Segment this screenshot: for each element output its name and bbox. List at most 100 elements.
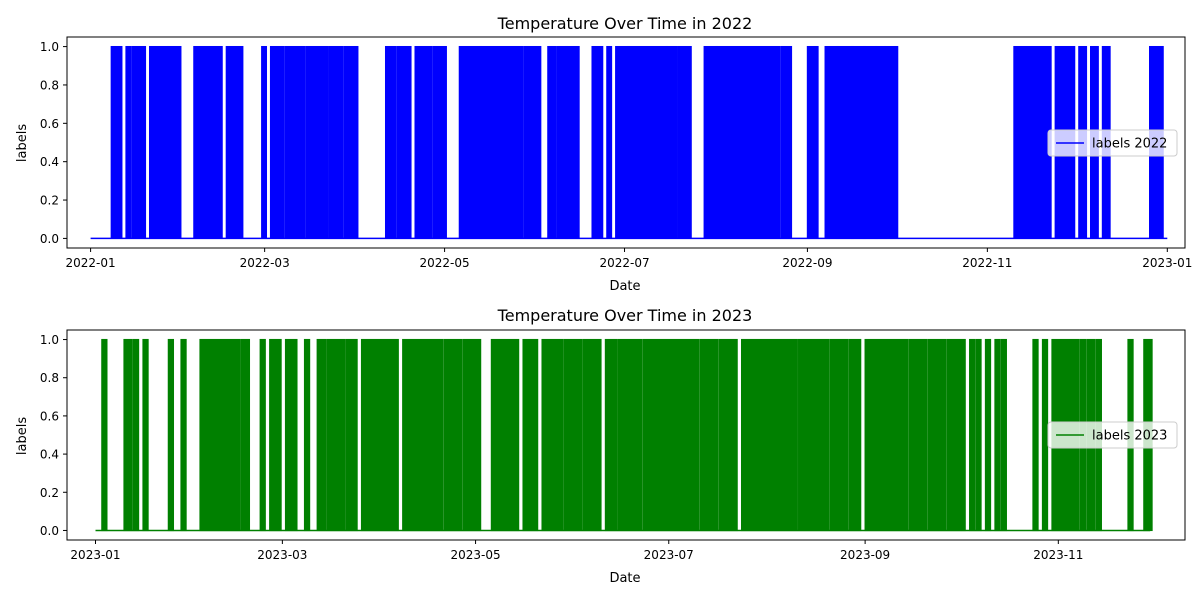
series-interval [284,338,298,532]
series-interval [523,45,542,240]
series-interval [1000,338,1007,532]
series-interval [715,45,781,240]
series-interval [125,45,132,240]
y-axis-label: labels [15,417,30,455]
series-interval [316,338,327,532]
series-interval [142,338,149,532]
series-interval [305,45,329,240]
y-tick-label: 1.0 [40,333,59,347]
series-interval [642,338,700,532]
series-interval [829,338,849,532]
series-interval [969,338,976,532]
series-interval [677,45,692,240]
series-interval [462,338,482,532]
series-interval [490,338,520,532]
y-tick-label: 0.8 [40,78,59,92]
y-tick-label: 0.0 [40,524,59,538]
legend: labels 2023 [1047,421,1178,449]
series-interval [1013,45,1052,240]
series-labels-2022 [90,45,1168,240]
x-tick-label: 2023-09 [840,548,890,562]
x-tick-label: 2022-01 [66,256,116,270]
series-interval [908,338,928,532]
axes-frame [66,329,1186,541]
series-interval [994,338,1001,532]
series-interval [780,45,793,240]
series-interval [806,45,819,240]
legend-box [1047,421,1178,449]
series-interval [443,338,463,532]
series-interval [927,338,947,532]
series-interval [384,45,397,240]
chart-title: Temperature Over Time in 2023 [497,306,753,325]
series-interval [564,45,580,240]
series-interval [522,338,539,532]
legend: labels 2022 [1047,129,1178,157]
legend-box [1047,129,1178,157]
y-ticks: 0.0 0.2 0.4 0.6 0.8 1.0 [40,333,67,538]
x-tick-label: 2022-03 [240,256,290,270]
series-interval [547,45,557,240]
series-interval [167,338,175,532]
x-axis-label: Date [609,571,640,586]
series-interval [975,338,982,532]
series-interval [269,45,285,240]
x-tick-label: 2023-07 [644,548,694,562]
plot-area [90,45,1168,240]
x-tick-label: 2022-05 [420,256,470,270]
series-interval [396,45,412,240]
series-interval [479,45,524,240]
series-interval [180,338,187,532]
series-interval [432,45,447,240]
series-interval [131,45,147,240]
series-interval [604,338,618,532]
x-tick-label: 2023-11 [1033,548,1083,562]
series-interval [591,45,604,240]
x-ticks: 2023-01 2023-03 2023-05 2023-07 2023-09 2023-… [70,540,1083,562]
series-interval [123,338,133,532]
series-interval [626,45,669,240]
y-tick-label: 0.2 [40,194,59,208]
series-interval [345,338,358,532]
y-tick-label: 0.6 [40,117,59,131]
series-interval [606,45,613,240]
x-tick-label: 2023-01 [70,548,120,562]
series-interval [225,45,244,240]
series-interval [193,45,223,240]
series-interval [848,338,862,532]
series-interval [1041,338,1049,532]
series-interval [883,45,899,240]
series-interval [458,45,483,240]
axes-frame [66,36,1186,249]
chart-2022: Temperature Over Time in 2022 2022-01 202… [15,14,1192,294]
series-interval [946,338,966,532]
legend-label: labels 2023 [1092,429,1167,444]
x-tick-label: 2022-11 [962,256,1012,270]
x-tick-label: 2023-01 [1142,256,1192,270]
x-tick-label: 2023-05 [450,548,500,562]
x-ticks: 2022-01 2022-03 2022-05 2022-07 2022-09 2022-… [66,248,1192,270]
series-interval [984,338,992,532]
y-tick-label: 0.2 [40,486,59,500]
y-axis-label: labels [15,124,30,162]
series-interval [132,338,140,532]
series-interval [414,45,433,240]
series-interval [166,45,182,240]
series-interval [343,45,359,240]
series-interval [402,338,444,532]
series-interval [741,338,798,532]
series-interval [798,338,830,532]
y-ticks: 0.0 0.2 0.4 0.6 0.8 1.0 [40,40,67,246]
series-interval [864,338,909,532]
series-interval [665,45,678,240]
series-interval [269,338,282,532]
chart-2023: Temperature Over Time in 2023 2023-01 202… [15,306,1186,586]
series-interval [259,338,266,532]
x-tick-label: 2023-03 [257,548,307,562]
series-interval [261,45,268,240]
series-interval [541,338,564,532]
x-axis-label: Date [609,279,640,294]
series-interval [110,45,123,240]
series-interval [101,338,108,532]
